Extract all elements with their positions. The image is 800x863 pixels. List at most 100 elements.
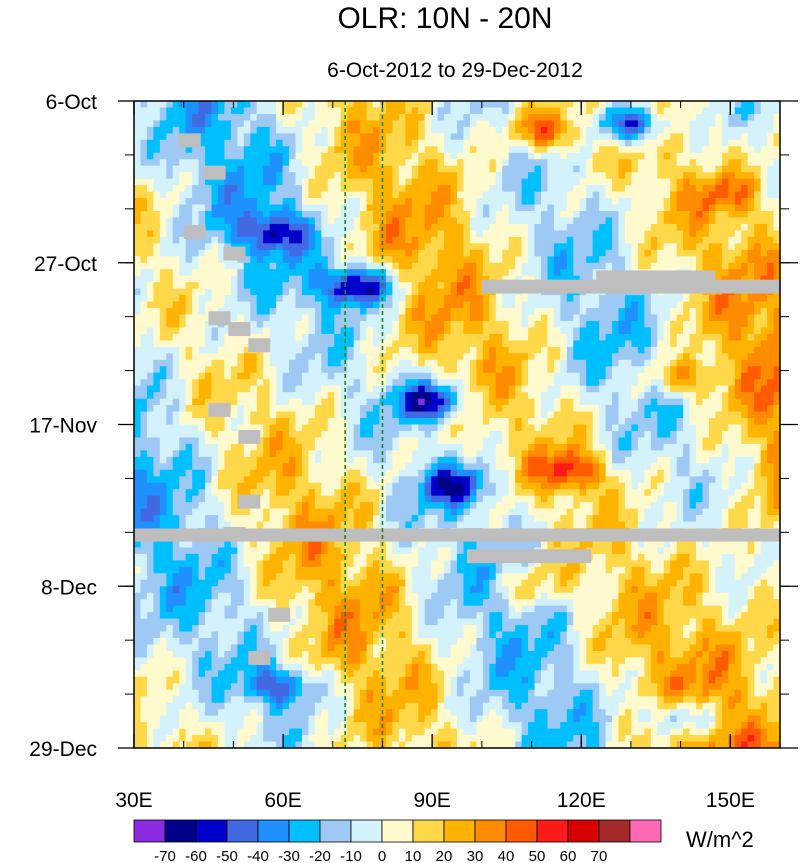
heatmap-cell [360,346,367,354]
heatmap-cell [224,340,232,348]
heatmap-cell [192,366,199,374]
heatmap-cell [411,308,419,315]
heatmap-cell [211,398,219,406]
heatmap-cell [366,379,374,387]
heatmap-cell [243,314,251,322]
heatmap-cell [185,159,193,167]
heatmap-cell [644,392,652,400]
heatmap-cell [340,230,348,238]
heatmap-cell [431,230,439,238]
heatmap-cell [683,133,690,141]
heatmap-cell [373,146,380,154]
heatmap-cell [521,314,529,322]
heatmap-cell [444,198,451,205]
heatmap-cell [760,172,768,180]
heatmap-cell [760,185,768,192]
heatmap-cell [534,269,542,277]
heatmap-cell [263,113,271,121]
heatmap-cell [708,249,716,257]
heatmap-cell [495,249,503,257]
heatmap-cell [205,405,212,412]
heatmap-cell [282,411,290,419]
heatmap-cell [747,333,755,341]
heatmap-cell [715,411,723,419]
heatmap-cell [540,126,548,134]
heatmap-cell [217,217,225,225]
heatmap-cell [411,275,419,283]
heatmap-cell [237,295,245,302]
heatmap-cell [301,379,309,387]
heatmap-cell [398,385,406,393]
heatmap-cell [172,113,180,121]
heatmap-cell [560,236,568,244]
heatmap-cell [289,372,296,380]
heatmap-cell [263,256,271,264]
heatmap-cell [334,366,342,374]
heatmap-cell [650,405,658,412]
heatmap-cell [282,236,290,244]
heatmap-cell [754,210,762,218]
heatmap-cell [269,126,277,134]
heatmap-cell [644,308,652,315]
heatmap-cell [411,126,419,134]
heatmap-cell [172,165,180,173]
heatmap-cell [289,230,296,238]
heatmap-cell [269,405,277,412]
heatmap-cell [269,385,277,393]
heatmap-cell [637,159,645,167]
heatmap-cell [353,178,361,186]
heatmap-cell [754,392,762,400]
heatmap-cell [670,139,678,147]
heatmap-cell [482,379,490,387]
heatmap-cell [140,372,148,380]
heatmap-cell [205,320,212,328]
heatmap-cell [683,204,690,212]
heatmap-cell [424,366,432,374]
heatmap-cell [637,191,645,199]
heatmap-cell [521,385,529,393]
heatmap-cell [424,178,432,186]
heatmap-cell [631,340,639,348]
heatmap-cell [644,107,652,115]
heatmap-cell [250,333,258,341]
heatmap-cell [650,314,658,322]
heatmap-cell [153,185,161,192]
heatmap-cell [185,372,193,380]
heatmap-cell [612,346,619,354]
heatmap-cell [224,210,232,218]
heatmap-cell [637,320,645,328]
heatmap-cell [599,236,606,244]
heatmap-cell [373,366,380,374]
heatmap-cell [566,301,574,309]
heatmap-cell [663,191,671,199]
heatmap-cell [508,327,516,335]
heatmap-cell [521,185,529,192]
heatmap-cell [566,256,574,264]
heatmap-cell [599,340,606,348]
heatmap-cell [321,178,329,186]
heatmap-cell [146,398,154,406]
heatmap-cell [605,101,613,108]
heatmap-cell [301,398,309,406]
heatmap-cell [721,411,729,419]
heatmap-cell [327,379,335,387]
heatmap-cell [721,269,729,277]
heatmap-cell [450,275,458,283]
heatmap-cell [263,295,271,302]
heatmap-cell [560,405,568,412]
heatmap-cell [605,372,613,380]
heatmap-cell [140,398,148,406]
heatmap-cell [205,308,212,315]
heatmap-cell [482,275,490,283]
heatmap-cell [373,126,380,134]
heatmap-cell [476,159,484,167]
heatmap-cell [256,256,264,264]
heatmap-cell [508,230,516,238]
heatmap-cell [547,398,555,406]
heatmap-cell [605,320,613,328]
heatmap-cell [560,269,568,277]
heatmap-cell [392,340,400,348]
heatmap-cell [482,372,490,380]
heatmap-cell [631,126,639,134]
heatmap-cell [289,359,296,367]
